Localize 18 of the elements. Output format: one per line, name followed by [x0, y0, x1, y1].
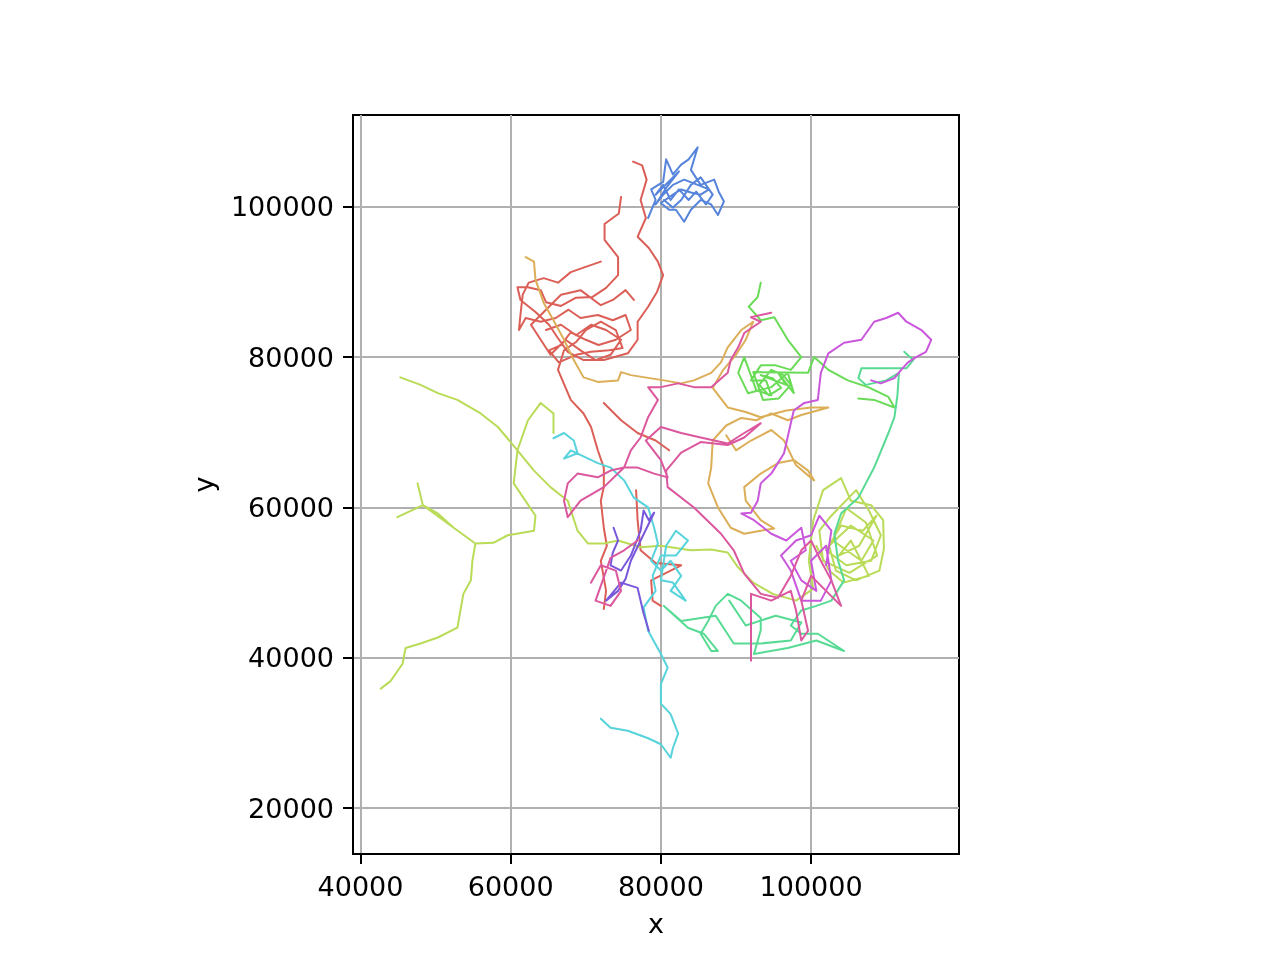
- y-tick-label: 80000: [248, 341, 334, 373]
- y-tick-label: 60000: [248, 491, 334, 523]
- y-axis-title: y: [188, 476, 219, 493]
- line-series: [662, 350, 915, 656]
- x-tick-label: 80000: [617, 871, 704, 902]
- line-series: [605, 509, 656, 632]
- line-series: [647, 146, 725, 223]
- x-axis-title: x: [648, 908, 665, 939]
- line-series: [737, 281, 896, 409]
- y-tick-label: 20000: [248, 792, 334, 824]
- line-series: [740, 311, 933, 602]
- line-series: [552, 432, 689, 759]
- x-tick-label: 100000: [759, 871, 863, 902]
- line-series: [524, 256, 830, 535]
- y-tick-label: 40000: [248, 642, 334, 674]
- y-tick-label: 100000: [230, 191, 334, 223]
- x-tick-label: 40000: [317, 871, 404, 902]
- x-tick-label: 60000: [467, 871, 554, 902]
